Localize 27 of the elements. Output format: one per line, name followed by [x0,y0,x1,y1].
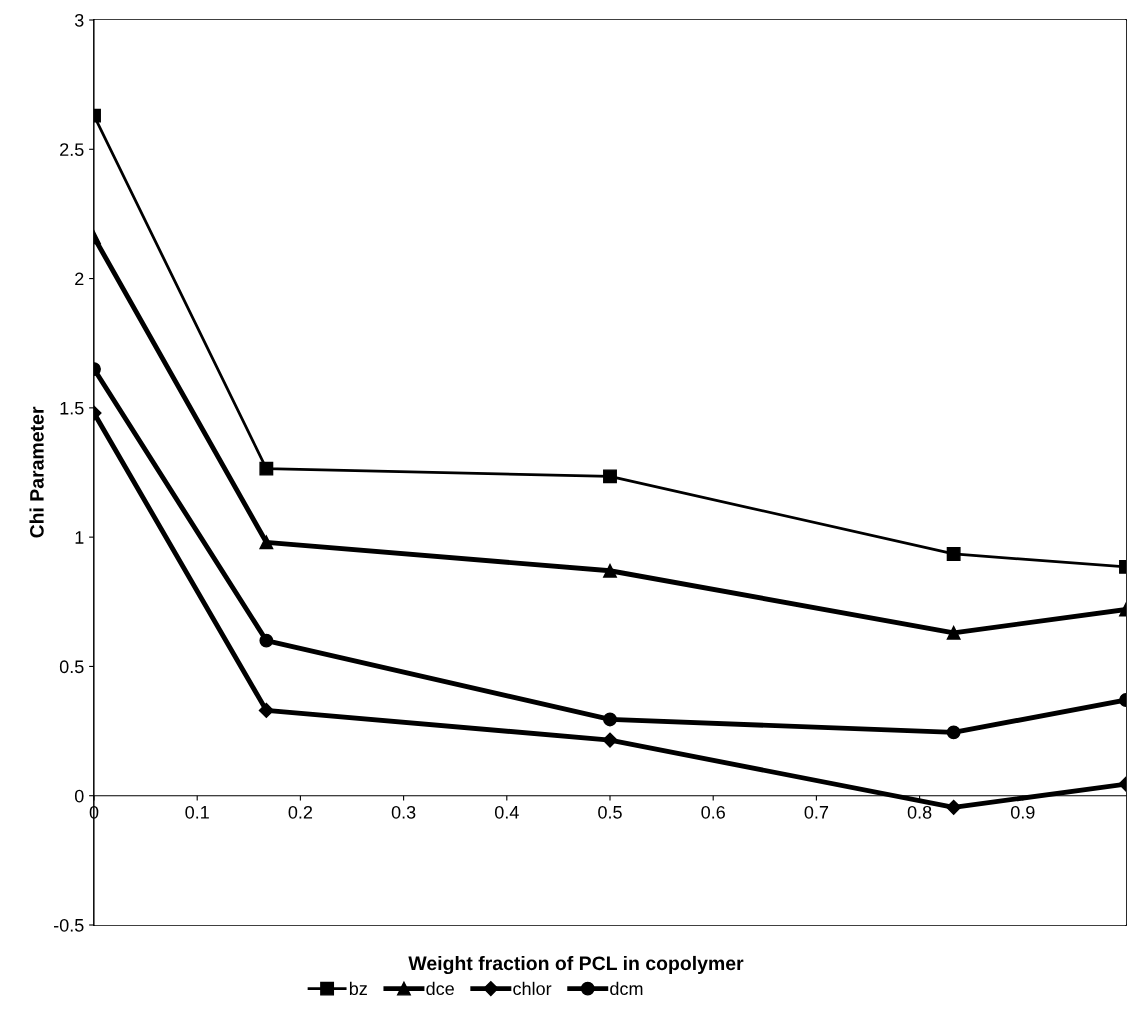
x-tick-label: 0.5 [598,805,622,819]
x-tick-label: 0.2 [288,805,313,819]
y-tick-label: 2.5 [60,143,84,157]
point [603,469,617,484]
y-tick-label: 1 [75,531,84,544]
x-tick-label: 0.8 [907,805,932,819]
legend-label: dce [426,981,454,996]
legend-label: dcm [610,981,643,996]
y-tick-label: 3 [74,13,84,27]
y-tick-label: 1.5 [60,401,84,415]
y-tick-label: -0.5 [53,918,84,932]
point [603,712,617,727]
x-tick-label: 0.3 [391,805,416,819]
x-tick-label: 0.4 [494,805,519,819]
point [602,732,618,748]
point [603,563,617,578]
y-axis-title: Chi Parameter [29,406,44,538]
x-tick-label: 0.6 [701,805,725,819]
x-tick-label: 0.7 [804,805,829,819]
legend-label: bz [349,981,367,996]
y-tick-label: 2 [75,272,84,286]
y-tick-label: 0 [74,789,84,803]
x-axis-title: Weight fraction of PCL in copolymer [408,955,744,975]
y-tick-label: 0.5 [59,660,84,674]
x-tick-label: 0.1 [185,805,209,819]
legend-label: chlor [513,981,552,996]
x-tick-label: 0.9 [1010,805,1035,819]
